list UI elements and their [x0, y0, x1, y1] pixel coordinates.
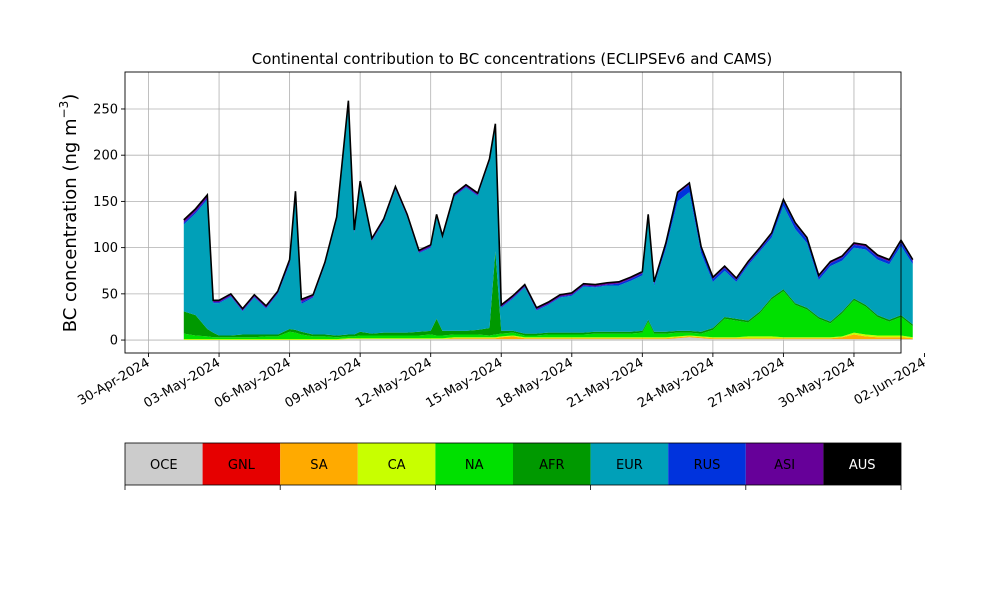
legend-label-sa: SA — [310, 458, 327, 473]
x-tick-label: 15-May-2024 — [424, 355, 506, 411]
x-tick-label: 30-May-2024 — [776, 355, 858, 411]
legend-label-gnl: GNL — [228, 458, 256, 473]
legend-label-afr: AFR — [539, 458, 564, 473]
legend-swatch-oce — [125, 443, 203, 485]
legend-swatch-na — [435, 443, 513, 485]
x-tick-label: 21-May-2024 — [565, 355, 647, 411]
x-tick-label: 02-Jun-2024 — [852, 355, 929, 408]
legend-label-oce: OCE — [150, 458, 178, 473]
y-tick-label: 100 — [93, 241, 118, 256]
x-tick-label: 30-Apr-2024 — [75, 355, 152, 408]
y-tick-label: 150 — [93, 195, 118, 210]
legend-swatch-eur — [590, 443, 669, 485]
x-tick-label: 27-May-2024 — [706, 355, 788, 411]
x-tick-label: 24-May-2024 — [635, 355, 717, 411]
y-tick-label: 0 — [110, 334, 118, 349]
legend-swatch-gnl — [202, 443, 281, 485]
stacked-areas — [183, 100, 913, 341]
legend-label-rus: RUS — [694, 458, 721, 473]
legend-swatch-ca — [357, 443, 436, 485]
legend-swatch-afr — [513, 443, 591, 485]
legend-bar: OCE GNL SA CA NA AFR EUR RUS ASI AUS — [124, 442, 902, 490]
legend-frame — [124, 442, 902, 486]
x-tick-label: 12-May-2024 — [353, 355, 435, 411]
legend-label-aus: AUS — [849, 458, 876, 473]
y-axis-label-close: ) — [60, 94, 81, 101]
legend-swatch-asi — [745, 443, 824, 485]
x-tick-label: 18-May-2024 — [494, 355, 576, 411]
y-axis: 0 50 100 150 200 250 — [93, 102, 125, 349]
chart-title: Continental contribution to BC concentra… — [252, 50, 773, 68]
x-axis: 30-Apr-202403-May-202406-May-202409-May-… — [75, 353, 929, 411]
x-tick-label: 03-May-2024 — [141, 355, 223, 411]
area-eur — [183, 103, 913, 336]
legend-label-ca: CA — [388, 458, 406, 473]
legend-swatch-aus — [823, 443, 901, 485]
total-line — [183, 100, 914, 310]
legend-label-na: NA — [465, 458, 484, 473]
x-tick-label: 06-May-2024 — [212, 355, 294, 411]
y-axis-label-exponent: −3 — [57, 101, 71, 119]
y-tick-label: 250 — [93, 102, 118, 117]
y-tick-label: 200 — [93, 149, 118, 164]
y-tick-label: 50 — [101, 287, 118, 302]
area-na — [183, 291, 913, 340]
area-oce — [183, 337, 913, 341]
legend-label-asi: ASI — [774, 458, 795, 473]
y-axis-label-main: BC concentration (ng m — [60, 118, 81, 332]
legend-label-eur: EUR — [616, 458, 643, 473]
legend-swatch-rus — [668, 443, 746, 485]
plot-area: 0 50 100 150 200 250 30-Apr-202403-May-202406… — [75, 71, 929, 411]
x-tick-label: 09-May-2024 — [282, 355, 364, 411]
area-sa — [183, 334, 913, 341]
legend-swatch-sa — [280, 443, 358, 485]
plot-frame — [124, 71, 902, 354]
y-axis-label: BC concentration (ng m−3) — [57, 94, 81, 333]
